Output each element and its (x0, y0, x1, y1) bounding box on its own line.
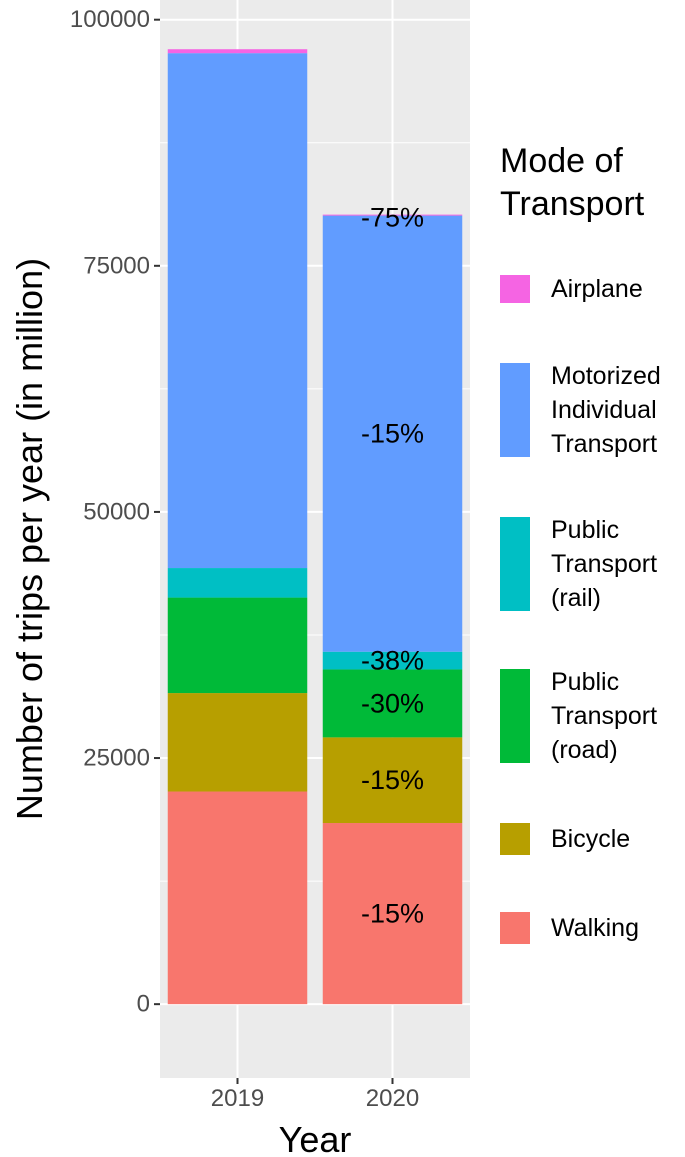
legend-label-bicycle: Bicycle (551, 825, 630, 853)
bar-segment-bicycle-2020 (322, 737, 463, 824)
legend-title: Transport (500, 185, 645, 223)
legend-label-road: Transport (551, 702, 657, 730)
data-label-motorized-2020: -15% (361, 419, 424, 449)
y-axis-title: Number of trips per year (in million) (9, 258, 50, 820)
y-axis: 0 25000 50000 75000 100000 (70, 6, 160, 1018)
legend-label-motorized: Motorized (551, 362, 661, 390)
legend-key-walking (500, 912, 530, 944)
legend-key-rail (500, 517, 530, 611)
bar-segment-walking-2019 (167, 791, 308, 1005)
legend-label-rail: Transport (551, 550, 657, 578)
legend-label-road: Public (551, 668, 619, 696)
bar-segment-motorized-2019 (167, 53, 308, 569)
y-tick-label: 50000 (83, 498, 150, 525)
bar-segment-rail-2020 (322, 651, 463, 670)
legend-key-bicycle (500, 823, 530, 855)
bar-segment-road-2020 (322, 669, 463, 738)
x-tick-label: 2019 (211, 1085, 264, 1112)
data-label-airplane-2020: -75% (361, 203, 424, 233)
x-axis-title: Year (279, 1119, 352, 1157)
legend-key-airplane (500, 275, 530, 303)
bars: -15% -15% -30% -38% -15% -75% (167, 49, 463, 1005)
legend: Mode of Transport Airplane Motorized Individ… (500, 142, 661, 944)
legend-label-rail: (rail) (551, 584, 601, 612)
legend-key-road (500, 669, 530, 763)
y-tick-label: 25000 (83, 745, 150, 772)
y-tick-label: 75000 (83, 252, 150, 279)
legend-label-motorized: Transport (551, 430, 657, 458)
data-label-rail-2020: -38% (361, 646, 424, 676)
legend-label-rail: Public (551, 516, 619, 544)
bar-segment-rail-2019 (167, 568, 308, 598)
legend-label-airplane: Airplane (551, 275, 643, 303)
data-label-road-2020: -30% (361, 688, 424, 718)
data-label-bicycle-2020: -15% (361, 765, 424, 795)
legend-label-motorized: Individual (551, 396, 657, 424)
x-tick-label: 2020 (366, 1085, 419, 1112)
bar-segment-road-2019 (167, 597, 308, 694)
legend-label-road: (road) (551, 736, 618, 764)
legend-title: Mode of (500, 142, 623, 180)
bar-segment-airplane-2019 (167, 49, 308, 54)
bar-segment-bicycle-2019 (167, 693, 308, 792)
data-label-walking-2020: -15% (361, 899, 424, 929)
legend-key-motorized (500, 363, 530, 457)
y-tick-label: 0 (137, 991, 150, 1018)
x-axis: 2019 2020 (211, 1078, 419, 1112)
bar-segment-walking-2020 (322, 823, 463, 1005)
bar-segment-airplane-2020 (322, 214, 463, 216)
y-tick-label: 100000 (70, 6, 150, 33)
bar-segment-motorized-2020 (322, 215, 463, 652)
legend-label-walking: Walking (551, 914, 639, 942)
